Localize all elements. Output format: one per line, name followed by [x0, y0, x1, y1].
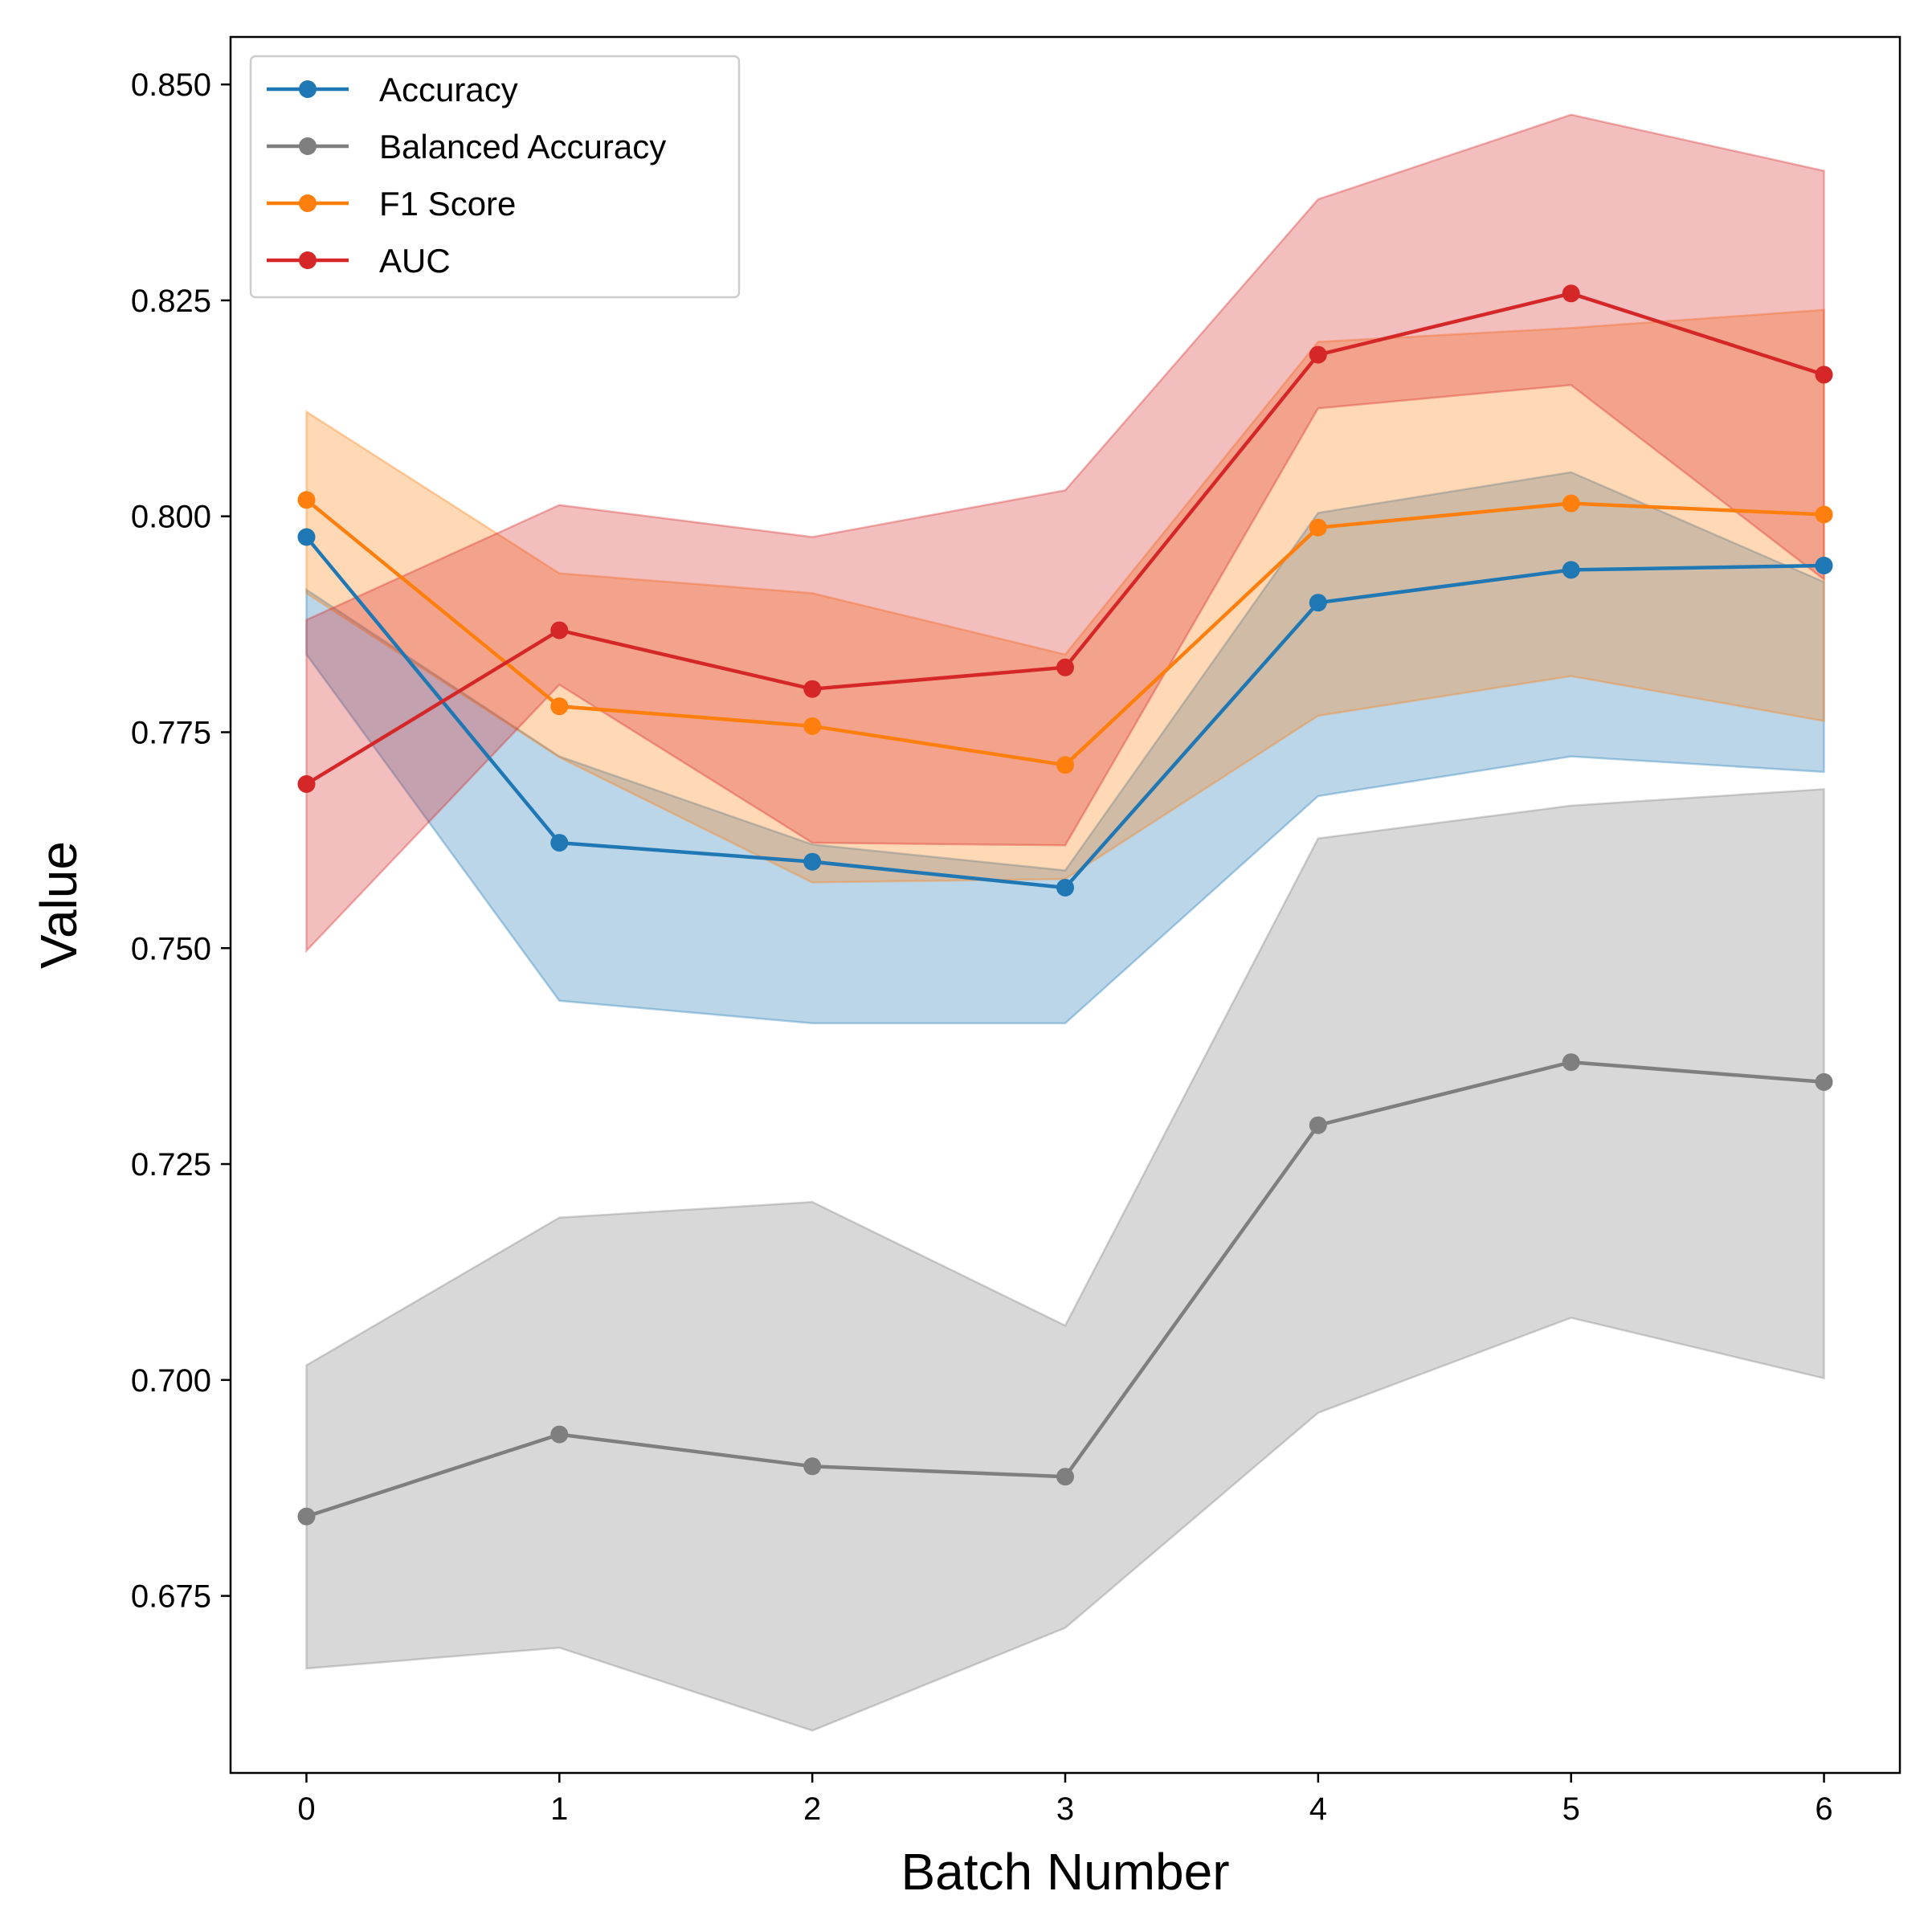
- f1-score-point: [1309, 518, 1327, 537]
- balanced-accuracy-point: [1056, 1468, 1074, 1486]
- balanced-accuracy-point: [550, 1425, 569, 1444]
- y-tick-label: 0.700: [131, 1363, 211, 1399]
- legend-marker-auc: [299, 251, 317, 269]
- x-tick-label: 6: [1815, 1791, 1832, 1827]
- accuracy-point: [1815, 557, 1833, 574]
- auc-point: [297, 775, 316, 793]
- x-tick-label: 0: [297, 1791, 315, 1827]
- legend: Accuracy Balanced Accuracy F1 Score AUC: [249, 55, 741, 299]
- balanced-accuracy-point: [297, 1507, 316, 1526]
- x-tick-label: 3: [1056, 1791, 1074, 1827]
- f1-score-point: [550, 697, 569, 716]
- legend-label-balanced-accuracy: Balanced Accuracy: [379, 128, 666, 165]
- legend-marker-balanced-accuracy: [299, 137, 317, 155]
- f1-score-point: [1815, 505, 1833, 524]
- y-tick-label: 0.675: [131, 1579, 211, 1615]
- accuracy-point: [550, 834, 569, 852]
- accuracy-point: [297, 528, 316, 546]
- balanced-accuracy-point: [1309, 1116, 1327, 1134]
- legend-box: [249, 55, 741, 299]
- balanced-accuracy-point: [1815, 1072, 1833, 1091]
- accuracy-point: [1562, 561, 1580, 579]
- y-tick-label: 0.800: [131, 500, 211, 535]
- x-axis: 0 1 2 3 4 5 6: [297, 1773, 1833, 1827]
- balanced-accuracy-band: [305, 788, 1825, 1732]
- series-markers: [297, 284, 1833, 1526]
- f1-score-point: [297, 491, 316, 509]
- accuracy-point: [1056, 879, 1074, 897]
- x-tick-label: 5: [1562, 1791, 1580, 1827]
- f1-score-point: [1056, 756, 1074, 774]
- auc-point: [1562, 284, 1580, 303]
- y-tick-label: 0.825: [131, 284, 211, 319]
- y-tick-label: 0.775: [131, 715, 211, 750]
- accuracy-point: [1309, 594, 1327, 612]
- accuracy-point: [803, 852, 822, 871]
- y-axis-title: Value: [30, 841, 88, 969]
- auc-point: [803, 680, 822, 698]
- legend-marker-f1-score: [299, 194, 317, 212]
- legend-marker-accuracy: [299, 80, 317, 98]
- y-tick-label: 0.850: [131, 67, 211, 103]
- x-tick-label: 1: [550, 1791, 568, 1827]
- auc-point: [1309, 345, 1327, 364]
- accuracy-band: [305, 471, 1825, 1025]
- legend-label-f1-score: F1 Score: [379, 185, 516, 223]
- y-tick-label: 0.725: [131, 1147, 211, 1182]
- legend-label-accuracy: Accuracy: [379, 71, 518, 108]
- balanced-accuracy-point: [803, 1457, 822, 1476]
- auc-point: [1056, 658, 1074, 676]
- x-tick-label: 4: [1309, 1791, 1327, 1827]
- y-tick-label: 0.750: [131, 931, 211, 966]
- y-axis: 0.675 0.700 0.725 0.750 0.775 0.800 0.825 0.850: [131, 67, 231, 1615]
- balanced-accuracy-point: [1562, 1053, 1580, 1072]
- auc-point: [1815, 366, 1833, 384]
- auc-point: [550, 621, 569, 639]
- f1-score-point: [1562, 494, 1580, 513]
- f1-score-band: [305, 308, 1825, 884]
- legend-label-auc: AUC: [379, 242, 451, 280]
- f1-score-point: [803, 717, 822, 735]
- x-axis-title: Batch Number: [901, 1843, 1229, 1901]
- x-tick-label: 2: [803, 1791, 821, 1827]
